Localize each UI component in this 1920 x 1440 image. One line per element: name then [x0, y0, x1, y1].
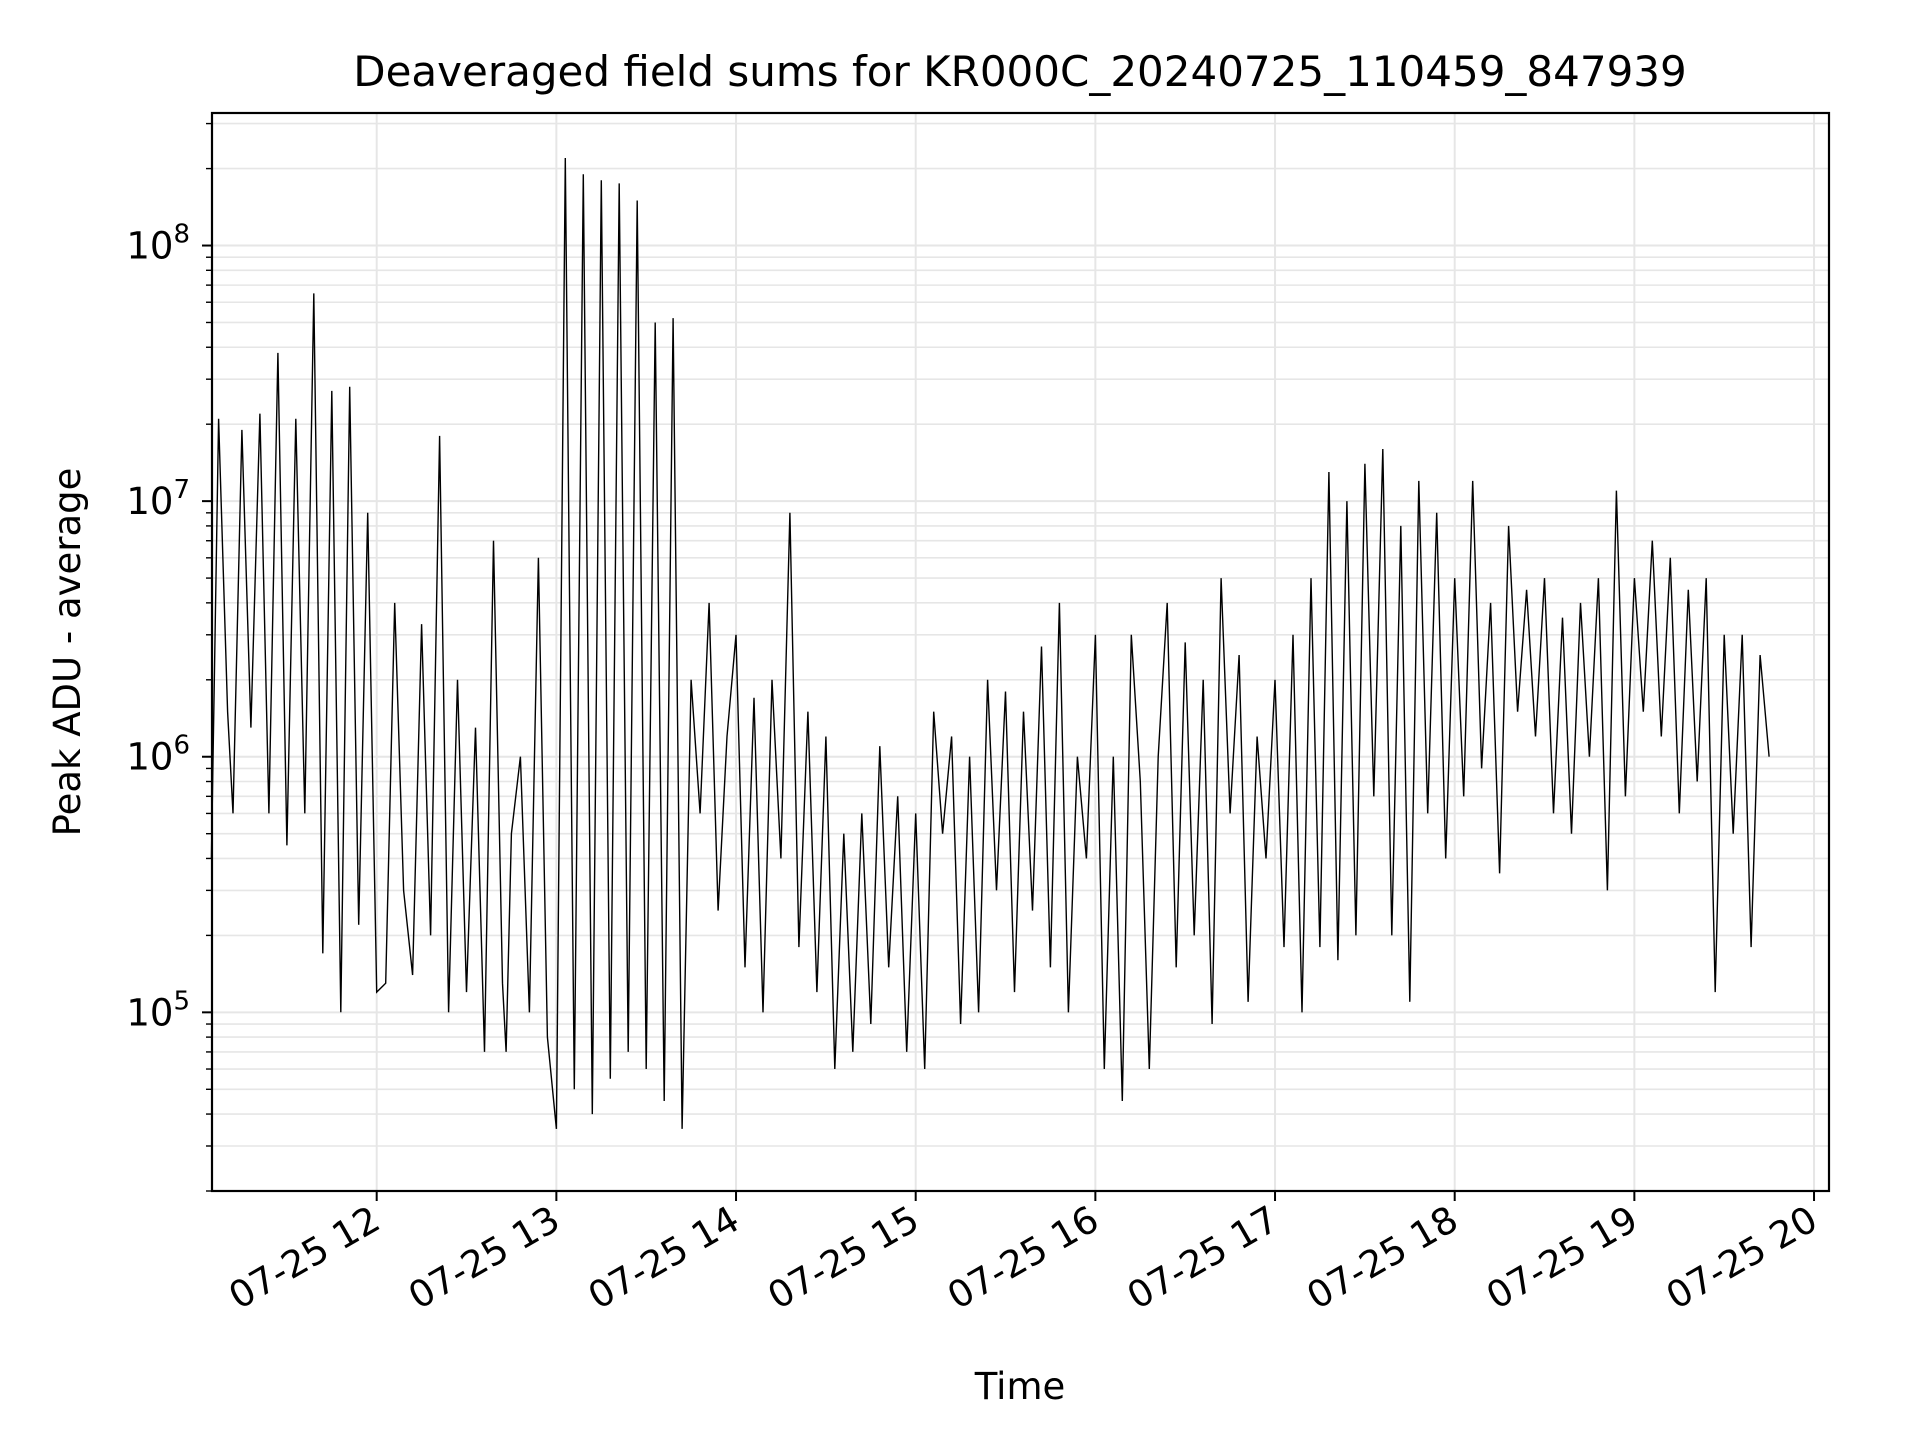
x-axis-label: Time — [974, 1365, 1066, 1408]
plot-frame — [210, 111, 1831, 1193]
chart-title: Deaveraged field sums for KR000C_2024072… — [353, 47, 1687, 96]
series-line — [210, 157, 1770, 1129]
y-tick-label: 108 — [126, 220, 190, 268]
series-layer — [210, 157, 1770, 1129]
y-tick-label: 107 — [126, 475, 190, 523]
y-axis-label: Peak ADU - average — [46, 468, 89, 837]
y-tick-label: 105 — [126, 986, 190, 1034]
y-tick-label: 106 — [126, 731, 190, 779]
